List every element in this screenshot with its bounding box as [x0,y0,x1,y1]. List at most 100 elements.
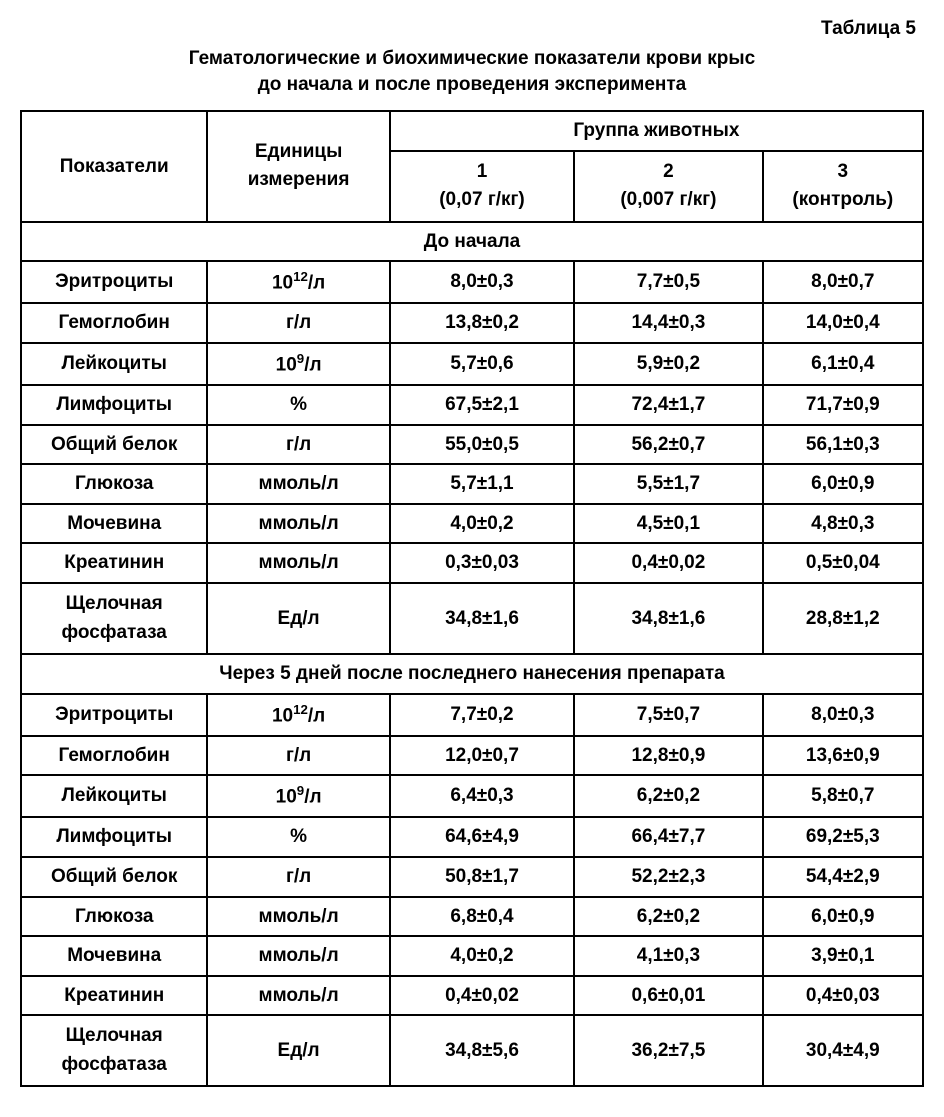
val-g2: 14,4±0,3 [574,303,762,343]
val-g3: 3,9±0,1 [763,936,923,976]
param-unit: ммоль/л [207,976,389,1016]
val-g3: 8,0±0,3 [763,694,923,736]
val-g3: 14,0±0,4 [763,303,923,343]
val-g2: 5,9±0,2 [574,343,762,385]
row-before-hemo: Гемоглобин г/л 13,8±0,2 14,4±0,3 14,0±0,… [21,303,923,343]
val-g2: 72,4±1,7 [574,385,762,425]
param-name: Эритроциты [21,261,207,303]
col-header-units: Единицы измерения [207,111,389,222]
param-name-line1: Щелочная [66,1025,163,1046]
param-unit: % [207,385,389,425]
blood-parameters-table: Показатели Единицы измерения Группа живо… [20,110,924,1087]
val-g2: 56,2±0,7 [574,425,762,465]
param-unit: г/л [207,303,389,343]
param-unit: ммоль/л [207,464,389,504]
val-g1: 34,8±1,6 [390,583,574,654]
param-unit: ммоль/л [207,543,389,583]
group-3-number: 3 [838,161,849,182]
param-name: Глюкоза [21,897,207,937]
param-name: Гемоглобин [21,303,207,343]
val-g3: 4,8±0,3 [763,504,923,544]
col-header-group: Группа животных [390,111,923,151]
val-g1: 12,0±0,7 [390,736,574,776]
param-name: Креатинин [21,543,207,583]
group-1-dose: (0,07 г/кг) [439,189,525,210]
unit-exp: 12 [293,702,308,717]
param-name-line2: фосфатаза [62,622,167,643]
group-3-dose: (контроль) [792,189,893,210]
param-unit: ммоль/л [207,936,389,976]
unit-exp: 12 [293,269,308,284]
val-g2: 6,2±0,2 [574,775,762,817]
val-g1: 4,0±0,2 [390,936,574,976]
val-g3: 0,4±0,03 [763,976,923,1016]
section-before-label: До начала [21,222,923,262]
unit-base: 10 [276,787,297,808]
param-name: Щелочная фосфатаза [21,583,207,654]
val-g2: 6,2±0,2 [574,897,762,937]
param-name: Общий белок [21,857,207,897]
val-g2: 0,6±0,01 [574,976,762,1016]
row-after-urea: Мочевина ммоль/л 4,0±0,2 4,1±0,3 3,9±0,1 [21,936,923,976]
param-unit: ммоль/л [207,897,389,937]
val-g1: 50,8±1,7 [390,857,574,897]
row-after-lymph: Лимфоциты % 64,6±4,9 66,4±7,7 69,2±5,3 [21,817,923,857]
param-name: Лейкоциты [21,343,207,385]
val-g3: 56,1±0,3 [763,425,923,465]
col-header-group-3: 3 (контроль) [763,151,923,222]
param-unit: ммоль/л [207,504,389,544]
row-after-hemo: Гемоглобин г/л 12,0±0,7 12,8±0,9 13,6±0,… [21,736,923,776]
val-g1: 8,0±0,3 [390,261,574,303]
val-g3: 71,7±0,9 [763,385,923,425]
val-g2: 7,5±0,7 [574,694,762,736]
val-g3: 28,8±1,2 [763,583,923,654]
val-g3: 69,2±5,3 [763,817,923,857]
group-2-number: 2 [663,161,674,182]
val-g2: 7,7±0,5 [574,261,762,303]
val-g1: 6,8±0,4 [390,897,574,937]
val-g1: 34,8±5,6 [390,1015,574,1086]
unit-base: 10 [276,354,297,375]
val-g3: 0,5±0,04 [763,543,923,583]
val-g1: 64,6±4,9 [390,817,574,857]
row-after-glucose: Глюкоза ммоль/л 6,8±0,4 6,2±0,2 6,0±0,9 [21,897,923,937]
unit-base: 10 [272,273,293,294]
row-before-alk: Щелочная фосфатаза Ед/л 34,8±1,6 34,8±1,… [21,583,923,654]
param-unit: % [207,817,389,857]
col-header-group-1: 1 (0,07 г/кг) [390,151,574,222]
unit-suffix: /л [304,787,321,808]
val-g2: 66,4±7,7 [574,817,762,857]
val-g3: 30,4±4,9 [763,1015,923,1086]
row-before-glucose: Глюкоза ммоль/л 5,7±1,1 5,5±1,7 6,0±0,9 [21,464,923,504]
row-after-protein: Общий белок г/л 50,8±1,7 52,2±2,3 54,4±2… [21,857,923,897]
val-g1: 5,7±0,6 [390,343,574,385]
section-after: Через 5 дней после последнего нанесения … [21,654,923,694]
row-before-protein: Общий белок г/л 55,0±0,5 56,2±0,7 56,1±0… [21,425,923,465]
col-header-group-2: 2 (0,007 г/кг) [574,151,762,222]
val-g3: 13,6±0,9 [763,736,923,776]
val-g1: 7,7±0,2 [390,694,574,736]
val-g3: 8,0±0,7 [763,261,923,303]
val-g3: 54,4±2,9 [763,857,923,897]
row-before-lymph: Лимфоциты % 67,5±2,1 72,4±1,7 71,7±0,9 [21,385,923,425]
param-name: Глюкоза [21,464,207,504]
param-name: Лимфоциты [21,385,207,425]
unit-suffix: /л [304,354,321,375]
val-g1: 0,4±0,02 [390,976,574,1016]
param-name: Мочевина [21,936,207,976]
row-after-leuk: Лейкоциты 109/л 6,4±0,3 6,2±0,2 5,8±0,7 [21,775,923,817]
group-1-number: 1 [477,161,488,182]
unit-suffix: /л [308,705,325,726]
row-before-urea: Мочевина ммоль/л 4,0±0,2 4,5±0,1 4,8±0,3 [21,504,923,544]
param-unit: Ед/л [207,583,389,654]
param-unit: 1012/л [207,261,389,303]
val-g2: 52,2±2,3 [574,857,762,897]
table-number-label: Таблица 5 [20,18,916,40]
val-g1: 0,3±0,03 [390,543,574,583]
val-g1: 6,4±0,3 [390,775,574,817]
val-g3: 6,0±0,9 [763,464,923,504]
val-g3: 6,1±0,4 [763,343,923,385]
val-g2: 0,4±0,02 [574,543,762,583]
param-name: Лимфоциты [21,817,207,857]
unit-suffix: /л [308,273,325,294]
